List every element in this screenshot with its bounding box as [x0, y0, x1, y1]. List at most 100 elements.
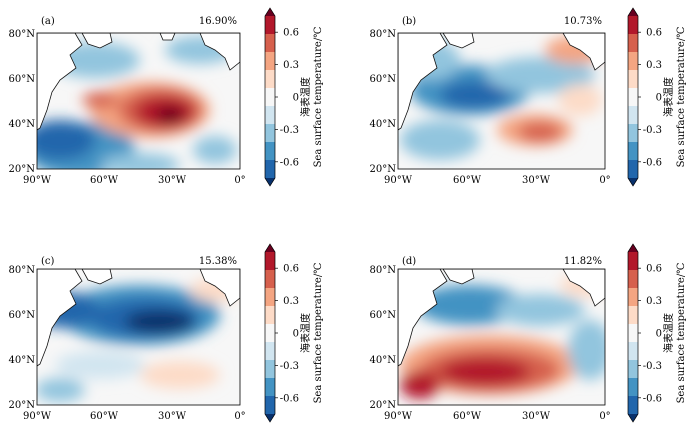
colorbar-tick-label: -0.3 — [280, 361, 299, 372]
panel-label: (b) — [402, 16, 416, 27]
lat-tick: 60°N — [370, 74, 397, 85]
colorbar-segment — [265, 70, 275, 89]
colorbar-tick-label: 0 — [656, 329, 662, 340]
lon-tick: 60°W — [90, 175, 119, 186]
colorbar-segment — [628, 124, 638, 143]
colorbar-title-cn: 海表温度 — [299, 77, 312, 117]
colorbar-outline — [627, 243, 639, 423]
colorbar-c: 0.6 0.3 0 -0.3 -0.6 海表温度 Sea surface temperatu… — [264, 243, 324, 423]
lat-tick: 80°N — [370, 29, 397, 40]
lon-tick: 90°W — [384, 411, 413, 422]
lon-tick: 60°W — [453, 411, 482, 422]
colorbar-segment — [265, 106, 275, 125]
colorbar-tick-label: 0.6 — [646, 264, 662, 275]
colorbar-extend-max — [265, 244, 275, 252]
lon-tick: 30°W — [522, 411, 551, 422]
colorbar-segment — [265, 288, 275, 307]
colorbar-segment — [628, 70, 638, 89]
colorbar-segment — [628, 142, 638, 161]
colorbar-tick-label: 0 — [293, 329, 299, 340]
lat-tick: 80°N — [9, 265, 36, 276]
colorbar-segment — [265, 160, 275, 179]
colorbar-segment — [265, 88, 275, 107]
colorbar-segment — [265, 360, 275, 379]
colorbar-tick-label: 0.3 — [646, 60, 662, 71]
colorbar-a: 0.6 0.3 0 -0.3 -0.6 海表温度 Sea surface temperatu… — [264, 7, 324, 187]
colorbar-extend-max — [628, 8, 638, 16]
colorbar-segment — [628, 34, 638, 53]
lon-tick-labels: 90°W 60°W 30°W 0° 90°W 60°W 30°W 0° 90°W… — [23, 175, 611, 422]
colorbar-outline — [264, 7, 276, 187]
panel-label: (d) — [402, 256, 416, 267]
colorbar-segment — [628, 106, 638, 125]
colorbar-segment — [628, 324, 638, 343]
colorbar-extend-max — [265, 8, 275, 16]
lon-tick: 30°W — [158, 411, 187, 422]
colorbar-segment — [628, 396, 638, 415]
colorbar-segment — [628, 88, 638, 107]
lon-tick: 30°W — [158, 175, 187, 186]
colorbar-segment — [265, 34, 275, 53]
colorbar-title-cn: 海表温度 — [662, 313, 675, 353]
colorbar-extend-min — [628, 178, 638, 186]
lat-tick: 60°N — [9, 74, 36, 85]
colorbar-tick-label: 0 — [293, 93, 299, 104]
colorbar-segment — [628, 360, 638, 379]
colorbar-tick-label: 0.6 — [283, 28, 299, 39]
colorbar-d: 0.6 0.3 0 -0.3 -0.6 海表温度 Sea surface temperatu… — [627, 243, 687, 423]
colorbar-title-en: Sea surface temperature/℃ — [313, 27, 324, 168]
colorbar-tick-label: -0.3 — [643, 125, 662, 136]
colorbar-tick-label: 0.6 — [646, 28, 662, 39]
colorbar-title-cn: 海表温度 — [662, 77, 675, 117]
lat-tick: 80°N — [370, 265, 397, 276]
lat-tick: 60°N — [9, 310, 36, 321]
colorbar-title-en: Sea surface temperature/℃ — [676, 263, 687, 404]
lat-tick: 40°N — [370, 119, 397, 130]
colorbar-segment — [628, 378, 638, 397]
lat-tick: 40°N — [9, 119, 36, 130]
colorbar-segment — [265, 306, 275, 325]
colorbar-b: 0.6 0.3 0 -0.3 -0.6 海表温度 Sea surface temperatu… — [627, 7, 687, 187]
colorbar-extend-max — [628, 244, 638, 252]
colorbar-segment — [265, 342, 275, 361]
colorbar-tick-label: 0.6 — [283, 264, 299, 275]
colorbar-segment — [265, 142, 275, 161]
colorbar-outline — [627, 7, 639, 187]
panel-b — [397, 32, 606, 170]
colorbar-segment — [628, 160, 638, 179]
variance-label: 16.90% — [199, 16, 237, 27]
colorbar-segment — [265, 324, 275, 343]
colorbar-segment — [628, 342, 638, 361]
colorbar-segment — [628, 16, 638, 35]
colorbar-segment — [265, 52, 275, 71]
colorbar-tick-label: 0.3 — [646, 296, 662, 307]
colorbar-tick-label: 0.3 — [283, 296, 299, 307]
colorbar-tick-label: 0 — [656, 93, 662, 104]
lat-tick: 60°N — [370, 310, 397, 321]
panel-label: (a) — [41, 16, 55, 27]
lon-tick: 0° — [599, 411, 610, 422]
colorbar-tick-label: -0.6 — [643, 157, 662, 168]
lat-tick: 20°N — [370, 400, 397, 411]
colorbar-segment — [628, 306, 638, 325]
lon-tick: 60°W — [453, 175, 482, 186]
colorbar-segment — [265, 270, 275, 289]
colorbar-segment — [628, 270, 638, 289]
lon-tick: 0° — [599, 175, 610, 186]
colorbar-segment — [265, 252, 275, 271]
colorbar-tick-label: -0.6 — [280, 393, 299, 404]
colorbar-segment — [265, 16, 275, 35]
lat-tick: 80°N — [9, 29, 36, 40]
colorbar-title-cn: 海表温度 — [299, 313, 312, 353]
lat-tick: 20°N — [370, 164, 397, 175]
panel-c — [36, 268, 241, 406]
lat-tick: 40°N — [370, 355, 397, 366]
colorbar-segment — [265, 396, 275, 415]
colorbar-extend-min — [628, 414, 638, 422]
panel-label: (c) — [41, 256, 55, 267]
lat-tick: 20°N — [9, 400, 36, 411]
variance-label: 15.38% — [199, 256, 237, 267]
colorbar-tick-label: 0.3 — [283, 60, 299, 71]
lon-tick: 60°W — [90, 411, 119, 422]
